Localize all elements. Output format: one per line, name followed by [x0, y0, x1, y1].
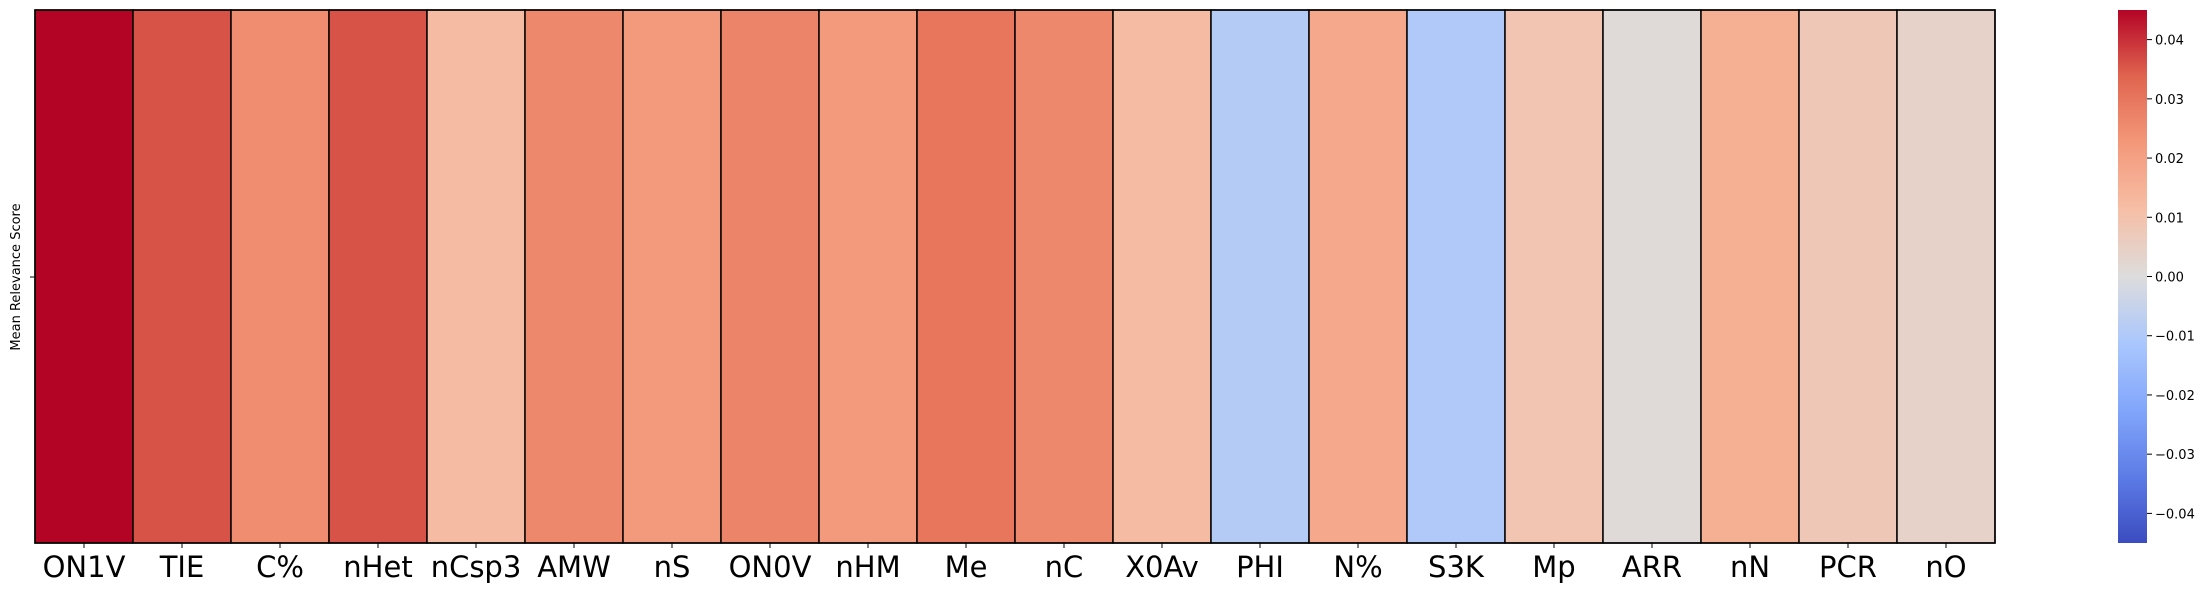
colorbar-gradient: [2118, 10, 2147, 543]
x-tick-label: TIE: [159, 550, 205, 584]
heatmap-cell-amw: [524, 9, 624, 544]
x-tick-label: N%: [1333, 550, 1382, 584]
heatmap-cell-ncsp3: [426, 9, 526, 544]
heatmap-cell-s3k: [1406, 9, 1506, 544]
x-tick-label: nS: [654, 550, 691, 584]
x-tick-label: S3K: [1428, 550, 1485, 584]
heatmap-cell-mp: [1504, 9, 1604, 544]
x-tick-label: PCR: [1819, 550, 1877, 584]
heatmap-cell-c-: [230, 9, 330, 544]
x-tick-label: nHet: [343, 550, 412, 584]
heatmap-cell-on1v: [34, 9, 134, 544]
x-axis-ticks: ON1V TIE C% nHet nCsp3 AMW nS ON0V nHM Me nC X0Av PH…: [43, 543, 1967, 584]
colorbar-tick-label: 0.00: [2155, 271, 2184, 286]
heatmap-cell-nhm: [818, 9, 918, 544]
x-tick-label: Mp: [1532, 550, 1575, 584]
colorbar-ticks: −0.04 −0.03 −0.02 −0.01 0.00 0.01 0.02 0.03 0.04: [2147, 34, 2195, 522]
heatmap-cell-tie: [132, 9, 232, 544]
y-axis: Mean Relevance Score: [9, 203, 35, 351]
heatmap-cell-arr: [1602, 9, 1702, 544]
x-tick-label: nO: [1925, 550, 1966, 584]
colorbar-tick-label: 0.04: [2155, 34, 2184, 49]
colorbar-tick-label: −0.02: [2155, 389, 2195, 404]
heatmap-cell-on0v: [720, 9, 820, 544]
colorbar-tick-label: −0.01: [2155, 330, 2195, 345]
colorbar-tick-label: 0.01: [2155, 211, 2184, 226]
colorbar-tick-label: −0.03: [2155, 448, 2195, 463]
heatmap-cell-ns: [622, 9, 722, 544]
heatmap-cell-pcr: [1798, 9, 1898, 544]
x-tick-label: nHM: [835, 550, 900, 584]
x-tick-label: AMW: [537, 550, 611, 584]
heatmap-cells: [34, 9, 1996, 544]
heatmap-cell-nn: [1700, 9, 1800, 544]
x-tick-label: nN: [1730, 550, 1770, 584]
x-tick-label: ON1V: [43, 550, 126, 584]
heatmap-cell-n-: [1308, 9, 1408, 544]
heatmap-cell-no: [1896, 9, 1996, 544]
x-tick-label: PHI: [1236, 550, 1284, 584]
x-tick-label: Me: [945, 550, 988, 584]
colorbar-tick-label: 0.03: [2155, 93, 2184, 108]
x-tick-label: X0Av: [1125, 550, 1199, 584]
heatmap-cell-nhet: [328, 9, 428, 544]
colorbar-tick-label: 0.02: [2155, 152, 2184, 167]
x-tick-label: C%: [256, 550, 304, 584]
x-tick-label: nCsp3: [431, 550, 522, 584]
heatmap-cell-me: [916, 9, 1016, 544]
heatmap-cell-nc: [1014, 9, 1114, 544]
x-tick-label: ARR: [1622, 550, 1682, 584]
colorbar-tick-label: −0.04: [2155, 507, 2195, 522]
heatmap-cell-x0av: [1112, 9, 1212, 544]
heatmap-cell-phi: [1210, 9, 1310, 544]
x-tick-label: ON0V: [729, 550, 812, 584]
y-axis-label: Mean Relevance Score: [9, 203, 24, 350]
colorbar: [2118, 10, 2147, 543]
x-tick-label: nC: [1045, 550, 1084, 584]
